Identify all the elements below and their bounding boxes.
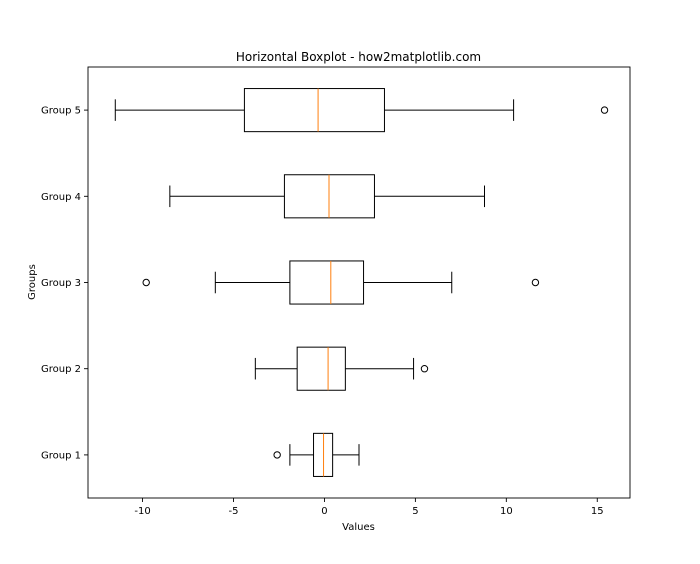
x-tick-label: 0 — [321, 506, 327, 517]
y-tick-label: Group 5 — [41, 106, 81, 117]
y-tick-label: Group 1 — [41, 450, 81, 461]
x-tick-label: -5 — [229, 506, 239, 517]
x-tick-label: -10 — [134, 506, 150, 517]
x-tick-label: 5 — [412, 506, 418, 517]
x-tick-label: 10 — [500, 506, 513, 517]
flier-point — [420, 365, 429, 373]
box-iqr — [289, 260, 365, 305]
y-axis-label: Groups — [27, 264, 38, 300]
plot-area: -10 -5 0 5 10 15 Group 1 Group 2 Group 3 Group 4 G… — [41, 66, 631, 517]
flier-point — [531, 278, 540, 287]
chart-title: Horizontal Boxplot - how2matplotlib.com — [236, 50, 481, 64]
flier-point — [600, 106, 609, 114]
flier-point — [142, 278, 150, 287]
box-iqr — [296, 346, 346, 391]
box-iqr — [243, 88, 385, 133]
x-axis-label: Values — [342, 522, 375, 533]
y-tick-label: Group 3 — [41, 278, 81, 289]
y-tick-label: Group 2 — [41, 364, 81, 375]
y-tick-label: Group 4 — [41, 192, 81, 203]
flier-point — [273, 451, 281, 459]
x-tick-label: 15 — [591, 506, 604, 517]
